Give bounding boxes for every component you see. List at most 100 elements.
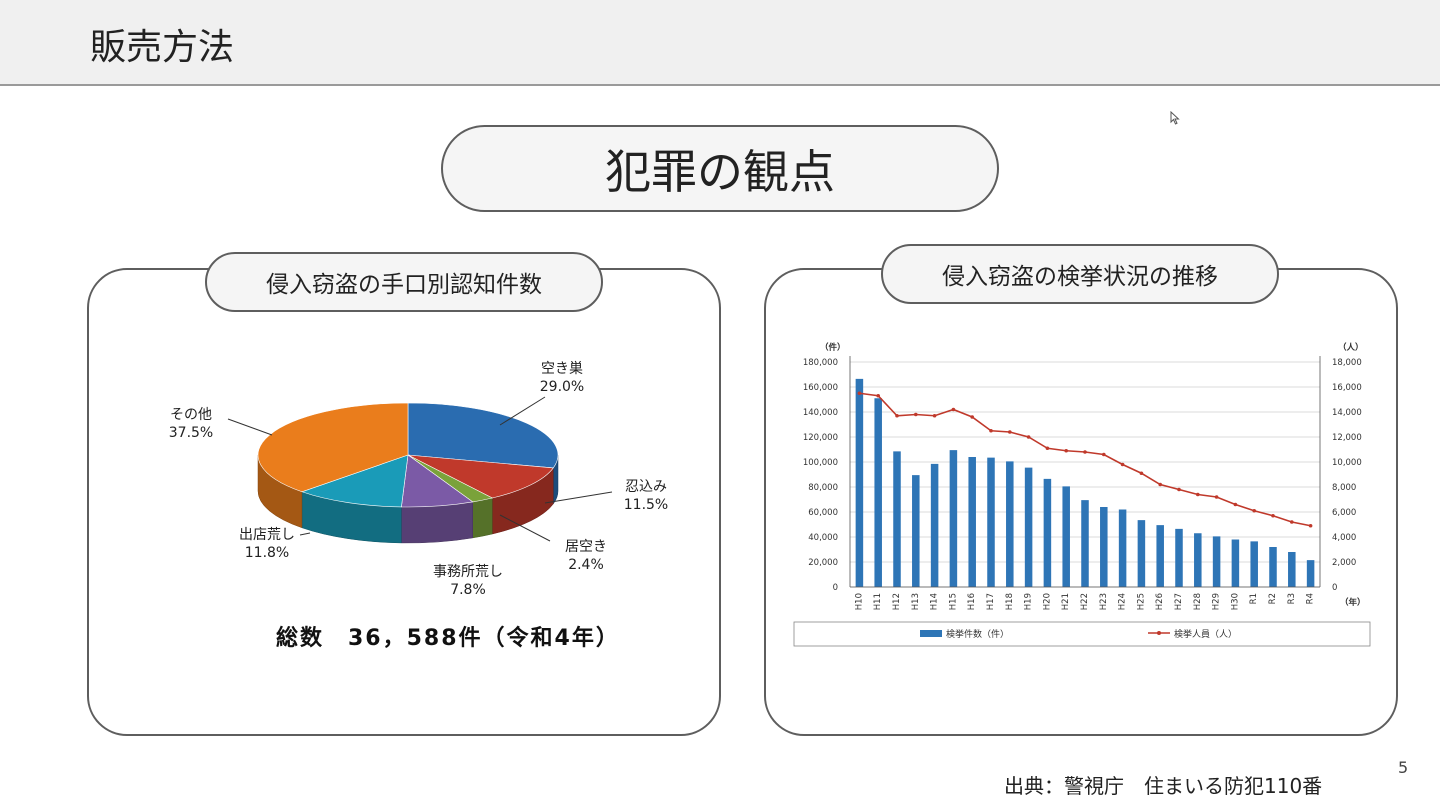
arrest-trend-chart: 0 20,000 40,000 60,000 80,000 100,000 120,000 1… [793, 342, 1371, 647]
pie-chart: 空き巣 29.0% 忍込み 11.5% 居空き 2.4% 事務所荒し 7.8% 出店荒し 11.8… [169, 361, 668, 598]
line-point [876, 393, 880, 398]
x-tick-label: R1 [1249, 593, 1259, 604]
line-point [951, 407, 956, 412]
line-point [1196, 492, 1200, 497]
line-point [1045, 446, 1050, 451]
y-left-tick: 80,000 [808, 483, 838, 493]
y-right-tick: 14,000 [1332, 408, 1362, 418]
pie-slice-side [472, 497, 493, 539]
y-right-tick: 6,000 [1332, 508, 1356, 518]
pie-leader-line [499, 514, 551, 542]
bar [968, 457, 976, 587]
source-citation: 出典：警視庁 住まいる防犯110番 [1004, 774, 1323, 798]
x-tick-label: H24 [1118, 593, 1128, 610]
y-left-tick: 0 [833, 583, 838, 593]
pie-slice-side [401, 501, 473, 544]
x-tick-label: H18 [1005, 593, 1015, 610]
bar [1006, 461, 1014, 587]
line-point [1008, 430, 1012, 434]
legend-line-marker [1157, 631, 1161, 635]
x-tick-label: H19 [1024, 593, 1034, 610]
bar [930, 463, 939, 587]
line-point [1120, 462, 1125, 467]
y-right-tick: 8,000 [1332, 483, 1356, 493]
bar-chart-heading: 侵入窃盗の検挙状況の推移 [881, 244, 1279, 304]
pie-label-name: 空き巣 [541, 361, 583, 377]
pie-slice-0 [407, 402, 559, 469]
line-point [1214, 495, 1219, 499]
bar [1062, 486, 1070, 587]
x-tick-label: H11 [873, 593, 883, 610]
pie-label-name: その他 [170, 407, 212, 423]
pie-label-percent: 37.5% [169, 425, 213, 441]
y-left-tick: 40,000 [808, 533, 838, 543]
main-heading: 犯罪の観点 [441, 125, 999, 212]
x-tick-label: H28 [1193, 593, 1203, 610]
y-left-tick: 60,000 [808, 508, 838, 518]
x-tick-label: H21 [1061, 593, 1071, 610]
bar [874, 398, 882, 587]
line-point [1233, 502, 1238, 507]
x-tick-label: H15 [948, 593, 958, 610]
legend-line-label: 検挙人員（人） [1174, 628, 1237, 640]
x-tick-label: R2 [1268, 593, 1278, 604]
x-tick-label: H14 [930, 593, 940, 610]
y-right-unit: （人） [1338, 342, 1364, 353]
slide-header-bar: 販売方法 [0, 0, 1440, 86]
x-tick-label: H12 [892, 593, 902, 610]
legend-bar-label: 検挙件数（件） [946, 628, 1009, 640]
bar [1194, 533, 1202, 587]
pie-chart-heading: 侵入窃盗の手口別認知件数 [205, 252, 603, 312]
y-right-tick: 4,000 [1332, 533, 1356, 543]
bar [1250, 541, 1258, 587]
line-point [1308, 523, 1313, 528]
x-tick-label: H22 [1080, 593, 1090, 610]
pie-label-name: 忍込み [625, 479, 667, 495]
page-number: 5 [1398, 758, 1409, 777]
pie-label-percent: 29.0% [540, 379, 584, 395]
pie-leader-line [544, 491, 613, 504]
line-point [895, 413, 899, 418]
x-tick-label: H25 [1136, 593, 1146, 610]
bar [1231, 539, 1240, 587]
y-right-tick: 10,000 [1332, 458, 1362, 468]
bar-chart-panel [764, 268, 1398, 736]
line-point [1177, 487, 1181, 492]
y-left-tick: 160,000 [803, 383, 838, 393]
y-right-tick: 0 [1332, 583, 1337, 593]
y-left-tick: 120,000 [803, 433, 838, 443]
pie-slice-5 [257, 402, 409, 493]
bar [893, 451, 901, 587]
pie-leader-line [499, 396, 546, 426]
slide-title: 販売方法 [90, 27, 235, 68]
pie-slice-1 [407, 454, 554, 499]
bar [1269, 547, 1277, 587]
line-point [1290, 520, 1294, 524]
pie-label-percent: 7.8% [450, 582, 486, 598]
x-unit: （年） [1340, 597, 1366, 608]
y-left-tick: 20,000 [808, 558, 838, 568]
line-point [914, 412, 918, 417]
y-right-tick: 12,000 [1332, 433, 1362, 443]
x-tick-label: H27 [1174, 593, 1184, 610]
line-point [1064, 448, 1068, 453]
pie-label-percent: 11.8% [245, 545, 289, 561]
bar [1175, 528, 1183, 587]
y-left-tick: 180,000 [803, 358, 838, 368]
y-right-tick: 16,000 [1332, 383, 1362, 393]
x-tick-label: H17 [986, 593, 996, 610]
pie-total: 総数 36，588件（令和4年） [276, 626, 620, 651]
bar [1212, 536, 1221, 587]
line-point [1083, 450, 1087, 454]
y-left-tick: 100,000 [803, 458, 838, 468]
bar [1100, 507, 1108, 587]
pie-label-name: 出店荒し [239, 527, 295, 543]
pie-leader-line [299, 532, 311, 536]
line-point [1026, 435, 1031, 439]
pie-leader-line [227, 418, 273, 436]
pie-slice-4 [301, 454, 409, 508]
y-right-tick: 2,000 [1332, 558, 1356, 568]
x-tick-label: H16 [967, 593, 977, 610]
bar [1137, 520, 1146, 587]
bar [949, 450, 958, 587]
